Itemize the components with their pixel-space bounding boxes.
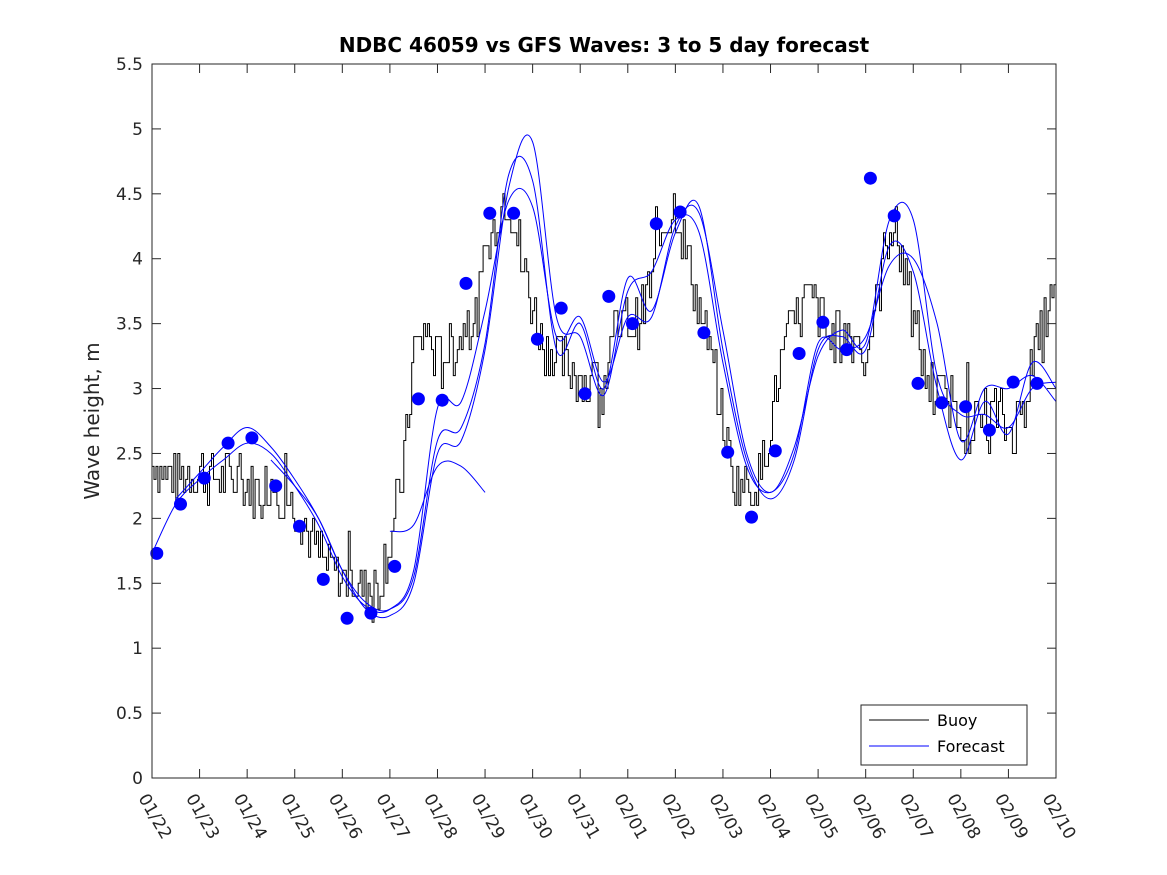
forecast-marker: [959, 400, 973, 414]
x-tick-label: 02/05: [800, 791, 842, 843]
x-tick-label: 02/10: [1038, 791, 1080, 843]
forecast-marker: [745, 510, 758, 524]
forecast-marker: [1006, 375, 1020, 389]
y-tick-label: 2: [132, 509, 143, 529]
forecast-marker-group: [150, 171, 1044, 625]
y-tick-label: 1: [132, 639, 143, 659]
forecast-marker: [150, 546, 164, 560]
forecast-marker: [840, 343, 854, 357]
forecast-marker: [863, 171, 877, 185]
forecast-marker: [887, 209, 901, 223]
forecast-marker: [174, 497, 187, 511]
x-tick-label: 02/07: [895, 791, 937, 843]
forecast-marker: [911, 376, 925, 390]
y-axis: 0 0.5 1 1.5 2 2.5 3 3.5 4 4.5 5 5.5: [116, 55, 1056, 789]
legend-buoy-label: Buoy: [937, 711, 977, 730]
chart-title: NDBC 46059 vs GFS Waves: 3 to 5 day fore…: [339, 33, 870, 57]
forecast-marker: [935, 396, 949, 410]
x-tick-label: 01/23: [181, 791, 223, 843]
legend: Buoy Forecast: [860, 704, 1028, 766]
x-tick-label: 02/02: [657, 791, 699, 843]
forecast-marker: [245, 431, 259, 445]
forecast-marker: [578, 387, 592, 401]
y-tick-label: 3: [132, 380, 143, 400]
y-tick-label: 4.5: [116, 185, 143, 205]
forecast-marker: [459, 276, 473, 290]
y-tick-label: 0.5: [116, 704, 143, 724]
x-tick-label: 01/27: [372, 791, 414, 843]
forecast-marker: [340, 611, 354, 625]
legend-box: [860, 704, 1028, 766]
forecast-line-3: [270, 134, 1057, 619]
x-tick-label: 02/04: [752, 791, 794, 843]
x-tick-label: 01/25: [276, 791, 318, 843]
forecast-marker: [721, 445, 735, 459]
y-tick-label: 5.5: [116, 55, 143, 75]
forecast-marker: [388, 559, 402, 573]
y-tick-label: 1.5: [116, 574, 143, 594]
forecast-series-group: [151, 134, 1057, 619]
forecast-marker: [768, 444, 782, 458]
x-tick-label: 02/03: [705, 791, 747, 843]
x-tick-label: 01/22: [134, 791, 176, 843]
forecast-marker: [411, 392, 425, 406]
forecast-line-1: [151, 188, 1057, 613]
forecast-marker: [1030, 376, 1044, 390]
forecast-marker: [626, 317, 639, 331]
x-tick-label: 01/28: [419, 791, 461, 843]
y-tick-label: 4: [132, 250, 143, 270]
forecast-marker: [649, 217, 663, 231]
x-tick-label: 02/06: [847, 791, 889, 843]
x-tick-label: 01/26: [324, 791, 366, 843]
forecast-marker: [554, 301, 568, 315]
y-tick-label: 0: [132, 769, 143, 789]
forecast-marker: [435, 393, 449, 407]
x-tick-label: 02/08: [942, 791, 984, 843]
forecast-marker: [507, 206, 521, 220]
forecast-marker: [530, 332, 544, 346]
forecast-marker: [792, 347, 806, 360]
forecast-marker: [293, 519, 306, 533]
x-tick-label: 01/31: [562, 791, 604, 843]
forecast-marker: [221, 436, 235, 450]
x-tick-label: 01/29: [467, 791, 509, 843]
forecast-marker: [602, 289, 616, 303]
plot-area-frame: [151, 63, 1057, 779]
forecast-marker: [673, 205, 687, 219]
x-tick-label: 01/24: [229, 791, 271, 843]
forecast-marker: [816, 315, 830, 329]
forecast-marker: [364, 606, 378, 620]
x-tick-label: 02/01: [609, 791, 651, 843]
x-tick-label: 01/30: [514, 791, 556, 843]
forecast-line-4: [389, 460, 486, 533]
x-tick-label: 02/09: [990, 791, 1032, 843]
forecast-marker: [483, 206, 497, 220]
forecast-marker: [197, 471, 211, 485]
y-tick-label: 5: [132, 120, 143, 140]
forecast-marker: [982, 423, 996, 437]
y-axis-label: Wave height, m: [80, 342, 104, 499]
forecast-marker: [316, 572, 330, 586]
legend-forecast-label: Forecast: [937, 737, 1005, 756]
forecast-marker: [269, 479, 283, 493]
y-tick-label: 3.5: [116, 315, 143, 335]
forecast-marker: [697, 326, 711, 340]
y-tick-label: 2.5: [116, 444, 143, 464]
